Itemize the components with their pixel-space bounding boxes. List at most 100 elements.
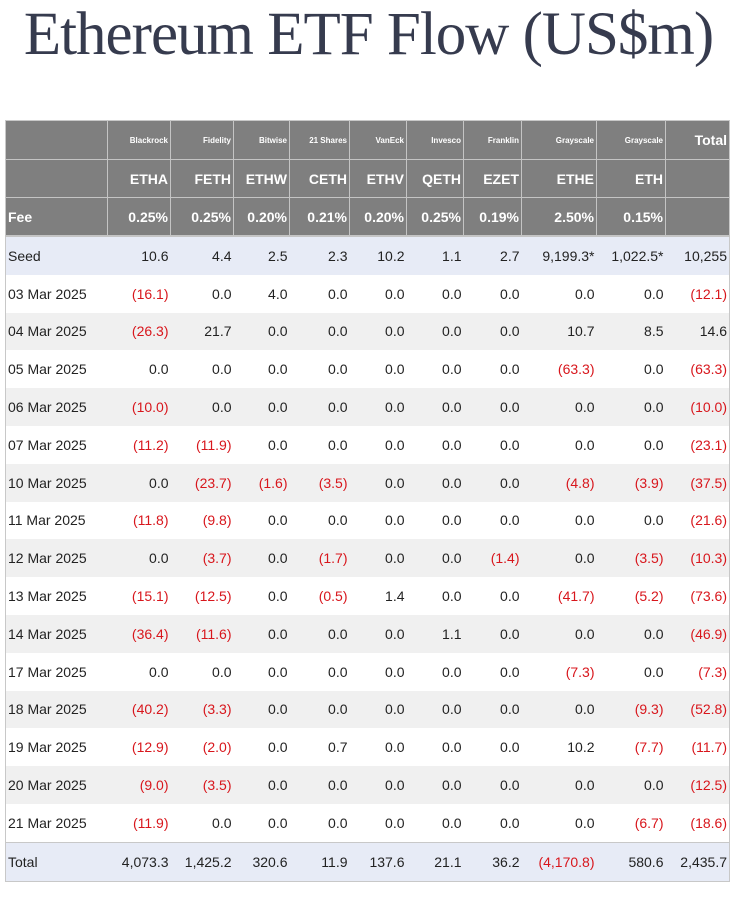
flow-cell: (3.3) xyxy=(170,690,234,729)
fee-value: 2.50% xyxy=(521,197,597,237)
row-total-cell: (52.8) xyxy=(665,690,730,729)
flow-cell: 10.2 xyxy=(567,739,595,756)
flow-cell: 0.0 xyxy=(268,739,288,756)
row-label: 06 Mar 2025 xyxy=(5,388,108,426)
flow-cell: 0.0 xyxy=(500,663,520,680)
fee-value: 0.20% xyxy=(233,197,290,237)
flow-cell: 21.1 xyxy=(406,841,464,882)
flow-cell: (11.2) xyxy=(132,436,169,453)
flow-cell: (6.7) xyxy=(634,814,664,831)
row-total-cell: 14.6 xyxy=(665,312,730,351)
flow-cell: (11.6) xyxy=(170,614,234,653)
flow-cell: 0.0 xyxy=(463,690,522,729)
flow-cell: 0.0 xyxy=(289,690,350,729)
flow-cell: 0.0 xyxy=(521,690,597,729)
flow-cell: 0.0 xyxy=(442,361,462,378)
flow-cell: 10.6 xyxy=(107,236,171,275)
flow-cell: (7.3) xyxy=(565,663,595,680)
row-label: 14 Mar 2025 xyxy=(5,614,108,653)
flow-cell: 10.2 xyxy=(349,236,407,275)
issuer-name: Invesco xyxy=(406,120,464,160)
flow-cell: 0.0 xyxy=(596,766,666,804)
row-label: 20 Mar 2025 xyxy=(5,766,108,804)
row-label: Total xyxy=(5,841,108,882)
flow-cell: (2.0) xyxy=(202,739,232,756)
flow-cell: 0.0 xyxy=(463,388,522,426)
flow-cell: (12.5) xyxy=(194,588,232,605)
issuer-name: VanEck xyxy=(349,120,407,160)
row-label: 18 Mar 2025 xyxy=(5,690,108,729)
flow-cell: 0.0 xyxy=(644,285,664,302)
flow-cell: 137.6 xyxy=(349,841,407,882)
ticker-symbol: ETHE xyxy=(521,159,597,198)
flow-cell: 0.0 xyxy=(406,690,464,729)
flow-cell: 0.0 xyxy=(349,539,407,578)
flow-cell: 0.0 xyxy=(500,361,520,378)
row-label: 03 Mar 2025 xyxy=(8,285,87,302)
row-total-cell: (10.0) xyxy=(665,388,730,426)
ticker-symbol: ETHV xyxy=(349,159,407,198)
flow-cell: 0.0 xyxy=(385,663,405,680)
flow-cell: (7.7) xyxy=(634,739,664,756)
row-label: 13 Mar 2025 xyxy=(8,588,87,605)
flow-cell: 0.0 xyxy=(385,361,405,378)
flow-cell: 0.0 xyxy=(442,739,462,756)
issuer-name: Franklin xyxy=(463,120,522,160)
table-row: 17 Mar 2025 0.0 0.0 0.0 0.0 0.0 0.0 0.0 (7.3) 0.0… xyxy=(6,653,730,691)
flow-cell: (3.5) xyxy=(289,463,350,502)
flow-cell: 0.0 xyxy=(575,436,595,453)
table-row: 21 Mar 2025 (11.9) 0.0 0.0 0.0 0.0 0.0 0.0 0.0 (6… xyxy=(6,804,730,842)
ticker-header-row: ETHA FETH ETHW CETH ETHV QETH EZET ETHE … xyxy=(5,159,730,198)
flow-cell: 0.0 xyxy=(644,361,664,378)
flow-cell: 0.0 xyxy=(521,614,597,653)
flow-cell: 0.0 xyxy=(385,436,405,453)
flow-cell: (36.4) xyxy=(107,614,171,653)
flow-cell: 0.0 xyxy=(442,436,462,453)
ticker-symbol: EZET xyxy=(463,159,522,198)
fee-value: 0.25% xyxy=(406,197,464,237)
flow-cell: 0.0 xyxy=(233,614,290,653)
flow-cell: 0.0 xyxy=(149,361,169,378)
flow-cell: 36.2 xyxy=(463,841,522,882)
issuer-name: Blackrock xyxy=(107,120,171,160)
flow-cell: 0.0 xyxy=(328,512,348,529)
flow-cell: 0.0 xyxy=(268,361,288,378)
flow-cell: 0.0 xyxy=(212,361,232,378)
table-row: 19 Mar 2025 (12.9) (2.0) 0.0 0.7 0.0 0.0 0.0 10.… xyxy=(6,728,730,766)
flow-cell: (15.1) xyxy=(131,588,169,605)
flow-cell: 0.0 xyxy=(644,663,664,680)
row-total-cell: (63.3) xyxy=(690,361,727,378)
flow-cell: (5.2) xyxy=(634,588,664,605)
flow-cell: 0.0 xyxy=(596,614,666,653)
flow-cell: 0.0 xyxy=(500,512,520,529)
flow-cell: 0.0 xyxy=(406,312,464,351)
fee-value: 0.19% xyxy=(463,197,522,237)
flow-cell: 0.0 xyxy=(406,539,464,578)
row-total-cell: (73.6) xyxy=(690,588,727,605)
ticker-symbol: FETH xyxy=(170,159,234,198)
flow-cell: 0.0 xyxy=(328,663,348,680)
flow-cell: 0.0 xyxy=(463,312,522,351)
flow-cell: 0.0 xyxy=(500,285,520,302)
flow-cell: 0.0 xyxy=(575,285,595,302)
flow-cell: (23.7) xyxy=(170,463,234,502)
flow-cell: (63.3) xyxy=(557,361,595,378)
etf-flow-table: Blackrock Fidelity Bitwise 21 Shares Van… xyxy=(5,120,730,882)
issuer-name: 21 Shares xyxy=(289,120,350,160)
flow-cell: 2.5 xyxy=(233,236,290,275)
flow-cell: (10.0) xyxy=(107,388,171,426)
flow-cell: 0.0 xyxy=(500,588,520,605)
corner-cell xyxy=(5,120,108,160)
flow-cell: (26.3) xyxy=(107,312,171,351)
row-total-cell: (12.5) xyxy=(665,766,730,804)
table-row: 12 Mar 2025 0.0 (3.7) 0.0 (1.7) 0.0 0.0 (1.4) 0.… xyxy=(5,539,730,578)
row-total-cell: (12.1) xyxy=(690,285,727,302)
blank-header-cell xyxy=(5,159,108,198)
table-row: 05 Mar 2025 0.0 0.0 0.0 0.0 0.0 0.0 0.0 (63.3) 0.… xyxy=(6,350,730,388)
flow-cell: 0.0 xyxy=(442,285,462,302)
flow-cell: 0.0 xyxy=(644,436,664,453)
flow-cell: 0.0 xyxy=(575,814,595,831)
flow-cell: (11.9) xyxy=(132,814,169,831)
row-label: 12 Mar 2025 xyxy=(5,539,108,578)
blank-header-cell xyxy=(665,159,730,198)
